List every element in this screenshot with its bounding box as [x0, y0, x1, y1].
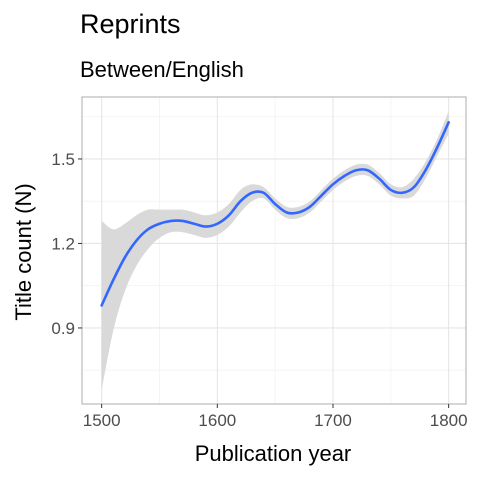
y-tick-label: 0.9	[51, 319, 75, 338]
panel-border	[81, 96, 467, 405]
chart-subtitle: Between/English	[80, 57, 244, 82]
grid-major-lines	[82, 97, 466, 404]
smooth-trend-line	[100, 121, 450, 307]
y-axis-title: Title count (N)	[11, 183, 36, 320]
y-tick-label: 1.5	[51, 150, 75, 169]
x-axis-ticks: 1500 1600 1700 1800	[83, 404, 468, 430]
x-tick-label: 1800	[430, 411, 468, 430]
chart-title: Reprints	[80, 9, 181, 39]
x-tick-label: 1600	[198, 411, 236, 430]
plot-panel	[81, 96, 467, 405]
x-axis-title: Publication year	[195, 441, 352, 466]
y-axis-ticks: 0.9 1.2 1.5	[51, 150, 82, 338]
x-tick-label: 1500	[83, 411, 121, 430]
y-tick-label: 1.2	[51, 234, 75, 253]
x-tick-label: 1700	[314, 411, 352, 430]
